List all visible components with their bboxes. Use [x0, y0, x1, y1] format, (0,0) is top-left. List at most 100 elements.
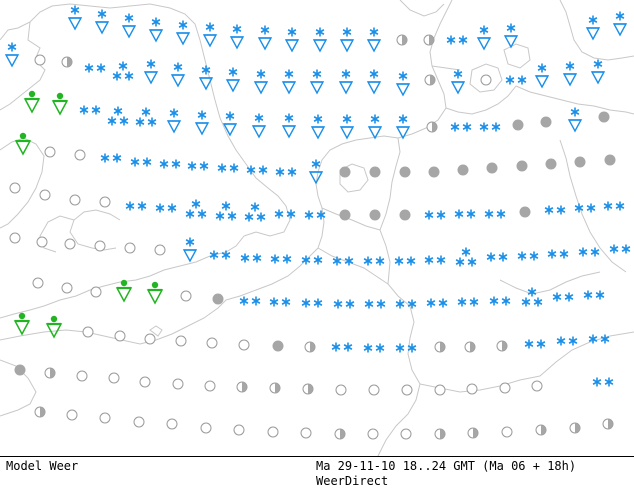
snow-icon [100, 153, 122, 163]
snow-shower-icon [67, 5, 83, 31]
partly-cloudy-icon [61, 56, 73, 68]
clear-icon [124, 242, 136, 254]
clear-icon [99, 196, 111, 208]
snow-shower-icon [450, 69, 466, 95]
partly-cloudy-icon [496, 340, 508, 352]
partly-cloudy-icon [302, 383, 314, 395]
snow-icon [363, 256, 385, 266]
clear-icon [501, 426, 513, 438]
snow-icon [395, 299, 417, 309]
rain-shower-icon [45, 315, 63, 339]
clear-icon [90, 286, 102, 298]
snow-icon [239, 296, 261, 306]
snow-icon [486, 252, 508, 262]
clear-icon [44, 146, 56, 158]
snow-shower-icon [612, 11, 628, 37]
snow-shower-icon [309, 69, 325, 95]
clear-icon [238, 339, 250, 351]
snow-shower-icon [143, 59, 159, 85]
snow-icon [155, 203, 177, 213]
clear-icon [166, 418, 178, 430]
partly-cloudy-icon [396, 34, 408, 46]
snow-shower-icon [395, 71, 411, 97]
cloudy-icon [457, 164, 469, 176]
snow-shower-icon [194, 110, 210, 136]
clear-icon [233, 424, 245, 436]
clear-icon [69, 194, 81, 206]
clear-icon [200, 422, 212, 434]
snow-icon [84, 63, 106, 73]
snow-shower-icon [182, 237, 198, 263]
brand-label: WeerDirect [316, 474, 389, 488]
partly-cloudy-icon [44, 367, 56, 379]
clear-icon [206, 337, 218, 349]
model-label: Model Weer [6, 459, 79, 473]
clear-icon [531, 380, 543, 392]
partly-cloudy-icon [434, 428, 446, 440]
snow-icon [446, 35, 468, 45]
cloudy-icon [399, 209, 411, 221]
clear-icon [300, 427, 312, 439]
snow-icon [270, 254, 292, 264]
snow-shower-icon [338, 69, 354, 95]
clear-icon [66, 409, 78, 421]
snow-shower-icon [590, 59, 606, 85]
snow-icon [395, 343, 417, 353]
partly-cloudy-icon [426, 121, 438, 133]
snow-icon [424, 255, 446, 265]
clear-icon [76, 370, 88, 382]
snow-icon [484, 209, 506, 219]
coastline-layer [0, 0, 634, 417]
snow-icon [426, 298, 448, 308]
clear-icon [61, 282, 73, 294]
snow-icon [457, 297, 479, 307]
partly-cloudy-icon [34, 406, 46, 418]
heavy-snow-icon [112, 61, 134, 81]
rain-shower-icon [146, 281, 164, 305]
snow-shower-icon [225, 67, 241, 93]
forecast-timestamp: Ma 29-11-10 18..24 GMT (Ma 06 + 18h) [316, 459, 577, 473]
snow-icon [304, 210, 326, 220]
clear-icon [108, 372, 120, 384]
clear-icon [36, 236, 48, 248]
snow-icon [333, 299, 355, 309]
snow-shower-icon [308, 159, 324, 185]
snow-shower-icon [222, 111, 238, 137]
snow-icon [274, 209, 296, 219]
cloudy-icon [486, 162, 498, 174]
heavy-snow-icon [215, 201, 237, 221]
snow-shower-icon [281, 113, 297, 139]
clear-icon [74, 149, 86, 161]
snow-icon [125, 201, 147, 211]
snow-shower-icon [366, 27, 382, 53]
heavy-snow-icon [521, 287, 543, 307]
snow-icon [552, 292, 574, 302]
cloudy-icon [399, 166, 411, 178]
clear-icon [204, 380, 216, 392]
snow-icon [301, 255, 323, 265]
clear-icon [99, 412, 111, 424]
snow-shower-icon [4, 42, 20, 68]
clear-icon [172, 378, 184, 390]
snow-icon [246, 165, 268, 175]
cloudy-icon [339, 209, 351, 221]
snow-icon [364, 299, 386, 309]
clear-icon [335, 384, 347, 396]
partly-cloudy-icon [602, 418, 614, 430]
snow-icon [363, 343, 385, 353]
snow-icon [454, 209, 476, 219]
partly-cloudy-icon [423, 34, 435, 46]
border-layer [317, 65, 634, 457]
cloudy-icon [519, 206, 531, 218]
snow-icon [240, 253, 262, 263]
snow-icon [574, 203, 596, 213]
rain-shower-icon [51, 92, 69, 116]
clear-icon [368, 384, 380, 396]
rain-shower-icon [115, 279, 133, 303]
snow-icon [603, 201, 625, 211]
snow-shower-icon [148, 17, 164, 43]
snow-icon [450, 122, 472, 132]
cloudy-icon [574, 156, 586, 168]
snow-icon [505, 75, 527, 85]
